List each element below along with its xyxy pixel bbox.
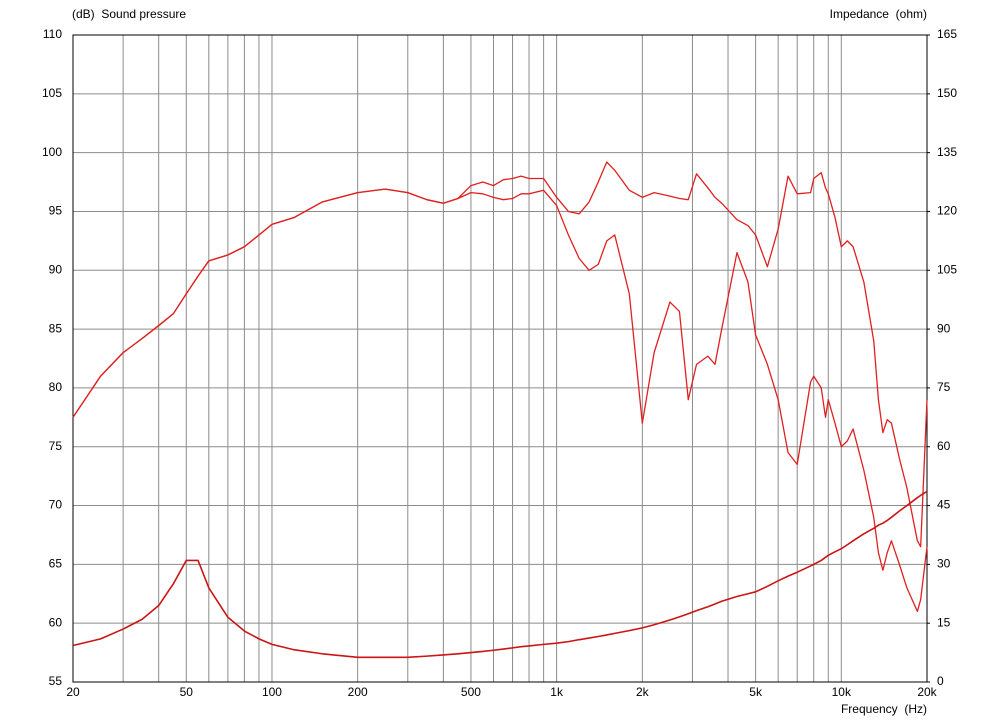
- y-tick-label: 95: [49, 204, 63, 218]
- y-tick-label: 105: [42, 86, 62, 100]
- y2-tick-label: 0: [937, 674, 944, 688]
- y2-tick-label: 90: [937, 321, 951, 335]
- y2-tick-label: 120: [937, 204, 957, 218]
- x-tick-label: 5k: [749, 685, 763, 699]
- x-tick-label: 1k: [550, 685, 564, 699]
- x-tick-label: 500: [461, 685, 481, 699]
- x-axis-label: Frequency (Hz): [841, 702, 927, 716]
- series-line: [72, 490, 928, 659]
- x-tick-label: 200: [348, 685, 368, 699]
- y-axis-label: (dB) Sound pressure: [72, 7, 186, 21]
- y2-tick-label: 60: [937, 439, 951, 453]
- x-tick-label: 100: [262, 685, 282, 699]
- x-tick-label: 2k: [636, 685, 650, 699]
- y-tick-label: 80: [49, 380, 63, 394]
- y2-axis-label: Impedance (ohm): [830, 7, 927, 21]
- y-tick-label: 70: [49, 498, 63, 512]
- plot-border: [72, 34, 928, 683]
- y2-tick-label: 75: [937, 380, 951, 394]
- x-tick-label: 10k: [832, 685, 852, 699]
- y-tick-label: 110: [43, 27, 62, 41]
- y2-tick-label: 45: [937, 498, 951, 512]
- y2-tick-label: 15: [937, 615, 951, 629]
- y-tick-label: 90: [49, 262, 63, 276]
- y2-tick-label: 135: [937, 145, 957, 159]
- x-tick-label: 20: [66, 685, 80, 699]
- y2-tick-label: 30: [937, 557, 951, 571]
- y2-tick-label: 105: [937, 262, 957, 276]
- y2-tick-label: 165: [937, 27, 957, 41]
- y-tick-label: 100: [42, 145, 62, 159]
- plot-area: [73, 35, 927, 682]
- y-tick-label: 55: [49, 674, 63, 688]
- y-tick-label: 65: [49, 557, 63, 571]
- x-tick-label: 20k: [917, 685, 937, 699]
- y-tick-label: 60: [49, 615, 63, 629]
- series-line: [72, 188, 928, 613]
- x-tick-label: 50: [180, 685, 194, 699]
- y-tick-label: 75: [49, 439, 63, 453]
- y2-tick-label: 150: [937, 86, 957, 100]
- y-tick-label: 85: [49, 321, 63, 335]
